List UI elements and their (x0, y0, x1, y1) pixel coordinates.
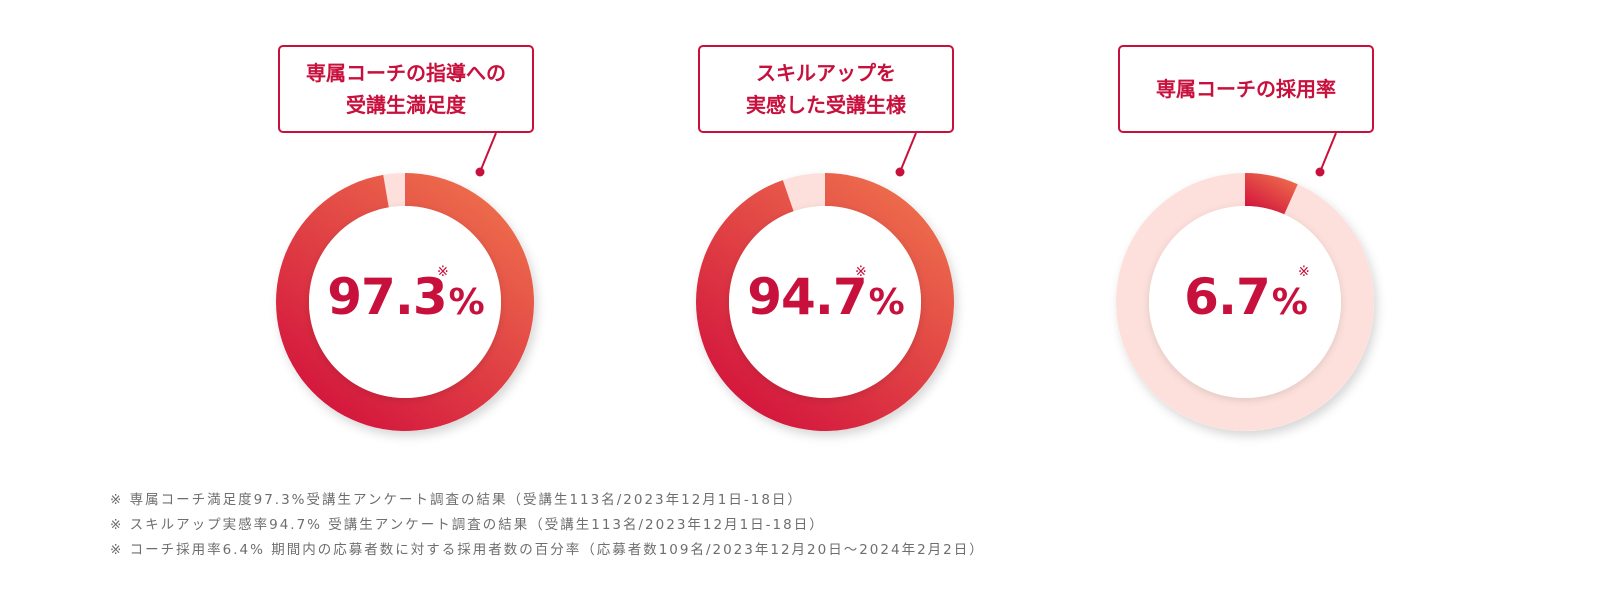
chart-title: スキルアップを 実感した受講生様 (746, 61, 906, 117)
value-unit: % (1271, 282, 1308, 323)
stat-skill-up: スキルアップを 実感した受講生様 94.7% ※ (670, 0, 970, 460)
callout-leader-line (1315, 132, 1337, 177)
donut-center (1149, 206, 1341, 398)
donut-chart (1116, 173, 1374, 431)
value-label: 6.7% ※ (1118, 264, 1374, 326)
donut-center (729, 206, 921, 398)
donut-slice-remainder (782, 173, 825, 212)
value-number: 94.7 (747, 268, 867, 326)
value-unit: % (448, 282, 485, 323)
callout-leader-line (475, 132, 497, 177)
footnotes: ※ 専属コーチ満足度97.3%受講生アンケート調査の結果（受講生113名/202… (110, 488, 985, 563)
callout-box: 専属コーチの採用率 (1118, 45, 1374, 133)
donut-chart (276, 173, 534, 432)
footnote: ※ スキルアップ実感率94.7% 受講生アンケート調査の結果（受講生113名/2… (110, 517, 825, 533)
value-number: 97.3 (327, 268, 447, 326)
note-mark: ※ (437, 264, 449, 280)
callout-box: スキルアップを 実感した受講生様 (698, 45, 954, 133)
value-unit: % (868, 282, 905, 323)
callout-box: 専属コーチの指導への 受講生満足度 (278, 45, 534, 133)
donut-chart (696, 173, 954, 432)
chart-title: 専属コーチの指導への 受講生満足度 (306, 61, 506, 117)
value-label: 97.3% ※ (278, 264, 534, 326)
footnote: ※ 専属コーチ満足度97.3%受講生アンケート調査の結果（受講生113名/202… (110, 492, 803, 508)
chart-title: 専属コーチの採用率 (1156, 77, 1336, 101)
donut-slice-remainder (383, 173, 405, 208)
footnote: ※ コーチ採用率6.4% 期間内の応募者数に対する採用者数の百分率（応募者数10… (110, 542, 985, 558)
donut-center (309, 206, 501, 398)
note-mark: ※ (855, 264, 867, 280)
note-mark: ※ (1298, 264, 1310, 280)
value-number: 6.7 (1184, 268, 1271, 326)
donut-slice-value (1245, 173, 1298, 215)
value-label: 94.7% ※ (698, 264, 954, 326)
stat-hiring-rate: 専属コーチの採用率 6.7% ※ (1090, 0, 1390, 460)
callout-leader-line (895, 132, 917, 177)
stat-satisfaction: 専属コーチの指導への 受講生満足度 97.3% ※ (250, 0, 550, 460)
